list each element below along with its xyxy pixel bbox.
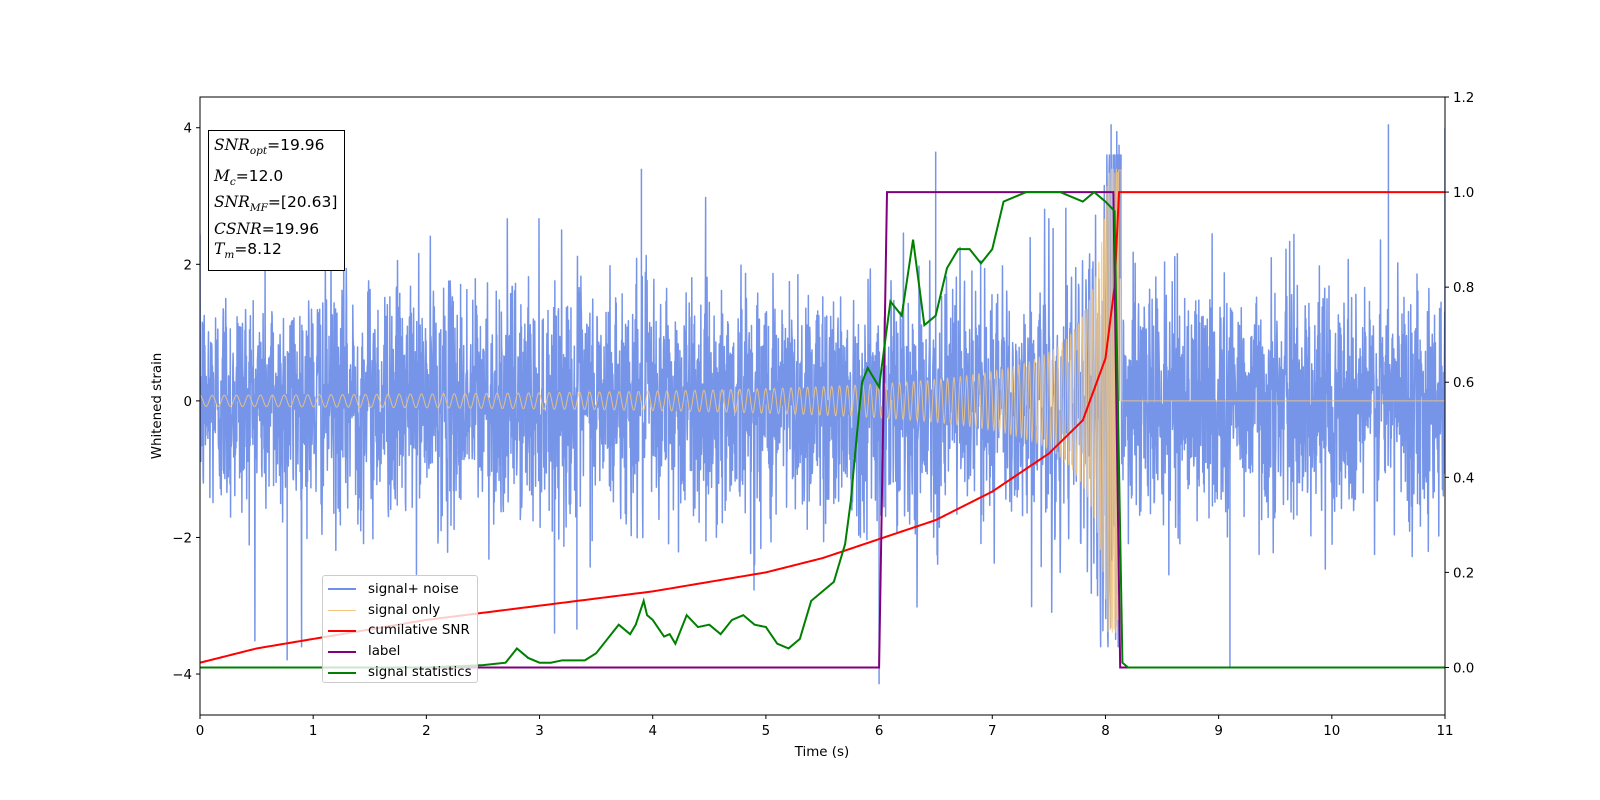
legend-swatch-label (328, 650, 356, 653)
legend-swatch-signal-only (328, 609, 356, 611)
snr-opt-value: =19.96 (267, 136, 325, 154)
mc-value: =12.0 (235, 166, 284, 185)
metrics-annotation-box: SNRopt=19.96 Mc=12.0 SNRMF=[20.63] CSNR=… (208, 130, 345, 271)
signal-only-series-line (200, 168, 1445, 633)
x-axis-ticks: 0 1 2 3 4 5 6 7 8 9 10 11 (196, 715, 1454, 739)
legend-label-cumulative-snr: cumilative SNR (368, 623, 470, 639)
tm-value: =8.12 (234, 240, 282, 259)
snr-mf-value: =[20.63] (267, 193, 338, 212)
right-y-tick-label: 0.2 (1453, 566, 1474, 581)
x-tick-label: 1 (309, 724, 318, 739)
right-y-tick-label: 0.0 (1453, 661, 1474, 676)
legend-label-signal-only: signal only (368, 602, 441, 618)
y-tick-label: 2 (183, 258, 192, 273)
mc-line: Mc=12.0 (214, 166, 284, 188)
x-tick-label: 0 (196, 724, 205, 739)
legend-label-signal-noise: signal+ noise (368, 581, 459, 597)
signal-statistics-series-line (200, 190, 1445, 669)
x-tick-label: 7 (988, 724, 997, 739)
x-tick-label: 2 (422, 724, 431, 739)
tm-line: Tm=8.12 (214, 240, 282, 262)
y-tick-label: 4 (183, 122, 192, 137)
right-y-tick-label: 1.2 (1453, 91, 1474, 106)
x-tick-label: 11 (1436, 724, 1453, 739)
legend-swatch-cumulative-snr (328, 629, 356, 632)
right-y-tick-label: 0.6 (1453, 376, 1474, 391)
right-y-tick-label: 1.0 (1453, 186, 1474, 201)
x-tick-label: 10 (1323, 724, 1340, 739)
x-tick-label: 8 (1101, 724, 1110, 739)
legend-item-signal-only: signal only (328, 600, 477, 621)
snr-mf-line: SNRMF=[20.63] (214, 193, 338, 215)
csnr-line: CSNR=19.96 (214, 219, 320, 238)
right-y-axis-ticks: 1.2 1.0 0.8 0.6 0.4 0.2 0.0 (1445, 91, 1474, 676)
x-tick-label: 5 (762, 724, 771, 739)
csnr-value: =19.96 (261, 219, 320, 238)
legend-label-signal-statistics: signal statistics (368, 665, 472, 681)
axes-frame (199, 96, 1446, 716)
right-y-tick-label: 0.4 (1453, 471, 1474, 486)
x-tick-label: 9 (1214, 724, 1223, 739)
x-axis-label: Time (s) (794, 745, 849, 760)
legend-label-label: label (368, 644, 401, 660)
x-tick-label: 6 (875, 724, 884, 739)
legend-swatch-signal-statistics (328, 671, 356, 674)
legend-swatch-signal-noise (328, 588, 356, 591)
y-tick-label: 0 (183, 395, 192, 410)
legend: signal+ noise signal only cumilative SNR… (322, 575, 478, 683)
right-y-tick-label: 0.8 (1453, 281, 1474, 296)
y-axis-ticks: 4 2 0 −2 −4 (172, 122, 200, 683)
legend-item-label: label (328, 641, 477, 662)
y-axis-label: Whitened strain (150, 353, 165, 460)
y-tick-label: −2 (172, 531, 192, 546)
legend-item-signal-statistics: signal statistics (328, 662, 477, 683)
legend-item-cumulative-snr: cumilative SNR (328, 621, 477, 642)
legend-item-signal-noise: signal+ noise (328, 579, 477, 600)
snr-opt-line: SNRopt=19.96 (214, 136, 325, 158)
x-tick-label: 3 (535, 724, 544, 739)
y-tick-label: −4 (172, 668, 192, 683)
x-tick-label: 4 (648, 724, 657, 739)
